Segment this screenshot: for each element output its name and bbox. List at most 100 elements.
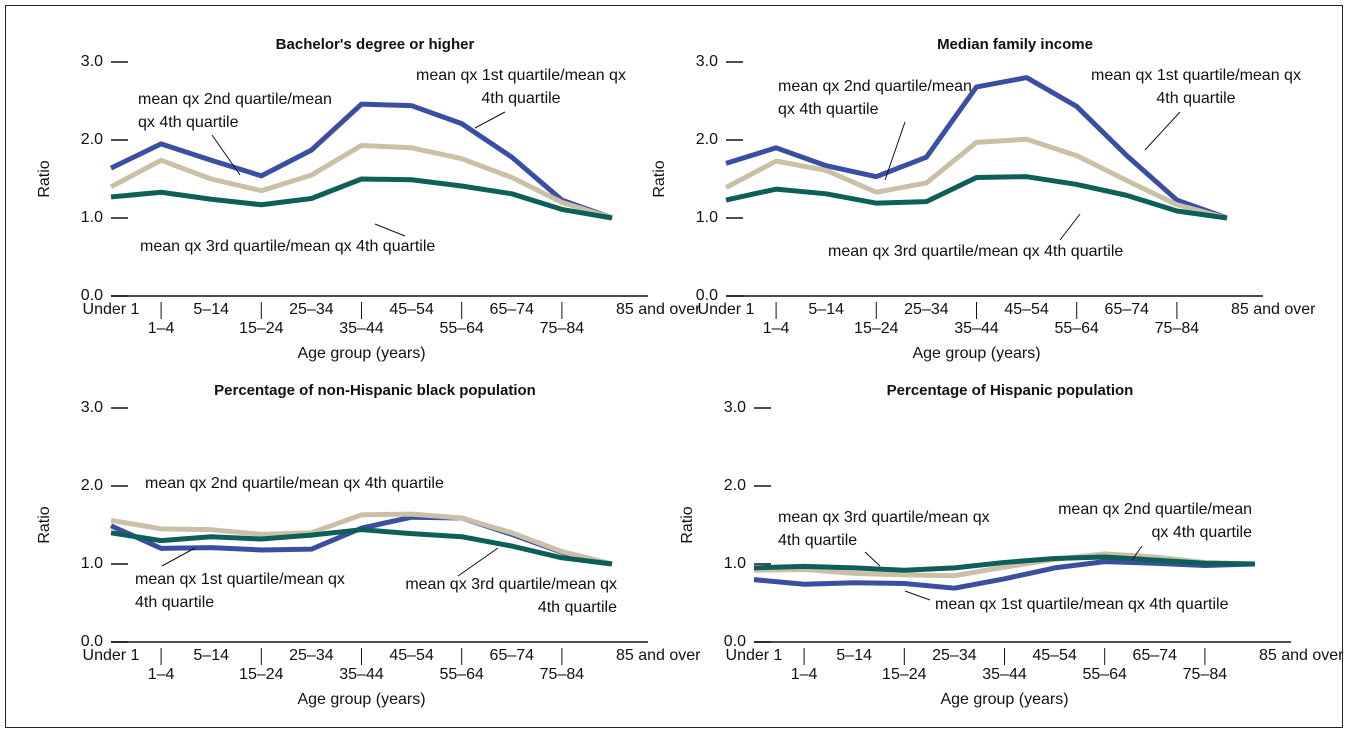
y-tick-label: 1.0 <box>81 555 103 572</box>
x-tick-label: 85 and over <box>616 301 701 318</box>
leader-line <box>211 134 241 176</box>
x-axis-label: Age group (years) <box>297 345 425 362</box>
y-tick-label: 3.0 <box>724 399 746 416</box>
series-annotation: mean qx 2nd quartile/mean qx 4th quartil… <box>1058 501 1252 541</box>
series-annotation: mean qx 2nd quartile/mean qx 4th quartil… <box>145 475 444 492</box>
x-tick-label: 1–4 <box>763 320 790 337</box>
series-line <box>109 142 613 221</box>
y-axis-label: Ratio <box>36 160 53 197</box>
leader-line <box>457 547 499 577</box>
leader-line <box>1059 213 1081 241</box>
x-tick-label: 35–44 <box>339 666 384 683</box>
x-tick-label: 65–74 <box>490 647 535 664</box>
x-axis-label: Age group (years) <box>297 691 425 708</box>
series-line <box>753 554 1256 573</box>
series-annotation: mean qx 1st quartile/mean qx 4th quartil… <box>1091 67 1301 107</box>
x-tick-label: 35–44 <box>954 320 999 337</box>
y-tick-label: 1.0 <box>724 555 746 572</box>
series-line <box>725 174 1228 221</box>
y-tick-label: 0.0 <box>696 287 718 304</box>
series-annotation: mean qx 2nd quartile/mean qx 4th quartil… <box>778 78 972 118</box>
y-tick-label: 3.0 <box>81 399 103 416</box>
x-tick-label: 45–54 <box>389 647 434 664</box>
x-tick-label: 35–44 <box>339 320 384 337</box>
series-annotation: mean qx 1st quartile/mean qx 4th quartil… <box>416 67 626 107</box>
x-tick-label: 55–64 <box>1082 666 1127 683</box>
y-axis-label: Ratio <box>651 160 668 197</box>
panel-title: Percentage of Hispanic population <box>887 382 1134 399</box>
y-axis-label: Ratio <box>679 506 696 543</box>
x-tick-label: Under 1 <box>83 647 140 664</box>
series-annotation: mean qx 3rd quartile/mean qx 4th quartil… <box>778 509 990 549</box>
x-tick-label: 75–84 <box>540 320 585 337</box>
x-tick-label: 1–4 <box>148 320 175 337</box>
y-tick-label: 1.0 <box>81 209 103 226</box>
x-tick-label: 25–34 <box>289 647 334 664</box>
x-tick-label: 55–64 <box>439 666 484 683</box>
x-tick-label: Under 1 <box>698 301 755 318</box>
panel-title: Bachelor's degree or higher <box>276 36 475 53</box>
x-tick-label: 75–84 <box>1183 666 1228 683</box>
x-tick-label: 45–54 <box>1004 301 1049 318</box>
x-tick-label: 1–4 <box>148 666 175 683</box>
series-line <box>724 136 1228 221</box>
x-tick-label: 25–34 <box>932 647 977 664</box>
y-tick-label: 3.0 <box>696 53 718 70</box>
x-tick-label: 5–14 <box>808 301 844 318</box>
series-line <box>725 75 1228 221</box>
leader-line <box>474 111 506 129</box>
x-axis-label: Age group (years) <box>912 345 1040 362</box>
x-tick-label: 15–24 <box>854 320 899 337</box>
leader-line <box>864 551 881 567</box>
y-tick-label: 2.0 <box>724 477 746 494</box>
series-annotation: mean qx 2nd quartile/mean qx 4th quartil… <box>138 91 332 131</box>
x-axis-label: Age group (years) <box>940 691 1068 708</box>
series-line <box>110 511 613 567</box>
x-tick-label: 15–24 <box>239 320 284 337</box>
x-tick-label: 85 and over <box>616 647 701 664</box>
x-tick-label: 35–44 <box>982 666 1027 683</box>
y-axis-label: Ratio <box>36 506 53 543</box>
x-tick-label: 65–74 <box>1105 301 1150 318</box>
x-tick-label: 25–34 <box>289 301 334 318</box>
series-annotation: mean qx 1st quartile/mean qx 4th quartil… <box>135 571 345 611</box>
series-line <box>110 527 613 567</box>
series-line <box>110 176 613 221</box>
y-tick-label: 1.0 <box>696 209 718 226</box>
x-tick-label: 5–14 <box>193 647 229 664</box>
y-tick-label: 3.0 <box>81 53 103 70</box>
x-tick-label: 55–64 <box>439 320 484 337</box>
x-tick-label: 75–84 <box>540 666 585 683</box>
y-tick-label: 2.0 <box>81 131 103 148</box>
leader-line <box>904 590 931 601</box>
y-tick-label: 0.0 <box>724 633 746 650</box>
x-tick-label: 25–34 <box>904 301 949 318</box>
frame <box>5 5 1343 728</box>
series-line <box>753 559 1256 591</box>
leader-line <box>161 547 196 567</box>
leader-line <box>1144 111 1181 151</box>
y-tick-label: 2.0 <box>696 131 718 148</box>
leader-line <box>374 223 406 237</box>
leader-line <box>884 121 906 181</box>
x-tick-label: 15–24 <box>882 666 927 683</box>
x-tick-label: 5–14 <box>193 301 229 318</box>
x-tick-label: 85 and over <box>1231 301 1316 318</box>
series-annotation: mean qx 3rd quartile/mean qx 4th quartil… <box>828 243 1124 260</box>
series-annotation: mean qx 1st quartile/mean qx 4th quartil… <box>935 596 1229 613</box>
y-tick-label: 2.0 <box>81 477 103 494</box>
x-tick-label: 65–74 <box>490 301 535 318</box>
x-tick-label: 75–84 <box>1155 320 1200 337</box>
x-tick-label: 45–54 <box>1032 647 1077 664</box>
y-tick-label: 0.0 <box>81 633 103 650</box>
x-tick-label: 1–4 <box>791 666 818 683</box>
x-tick-label: 15–24 <box>239 666 284 683</box>
x-tick-label: 65–74 <box>1133 647 1178 664</box>
series-annotation: mean qx 3rd quartile/mean qx 4th quartil… <box>405 576 617 616</box>
x-tick-label: Under 1 <box>83 301 140 318</box>
panel-title: Percentage of non-Hispanic black populat… <box>214 382 536 399</box>
y-tick-label: 0.0 <box>81 287 103 304</box>
series-line <box>109 101 613 221</box>
